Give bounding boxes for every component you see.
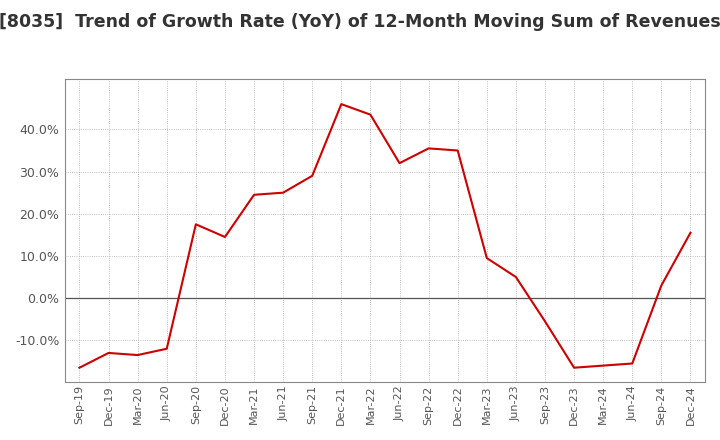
Text: [8035]  Trend of Growth Rate (YoY) of 12-Month Moving Sum of Revenues: [8035] Trend of Growth Rate (YoY) of 12-… <box>0 13 720 31</box>
